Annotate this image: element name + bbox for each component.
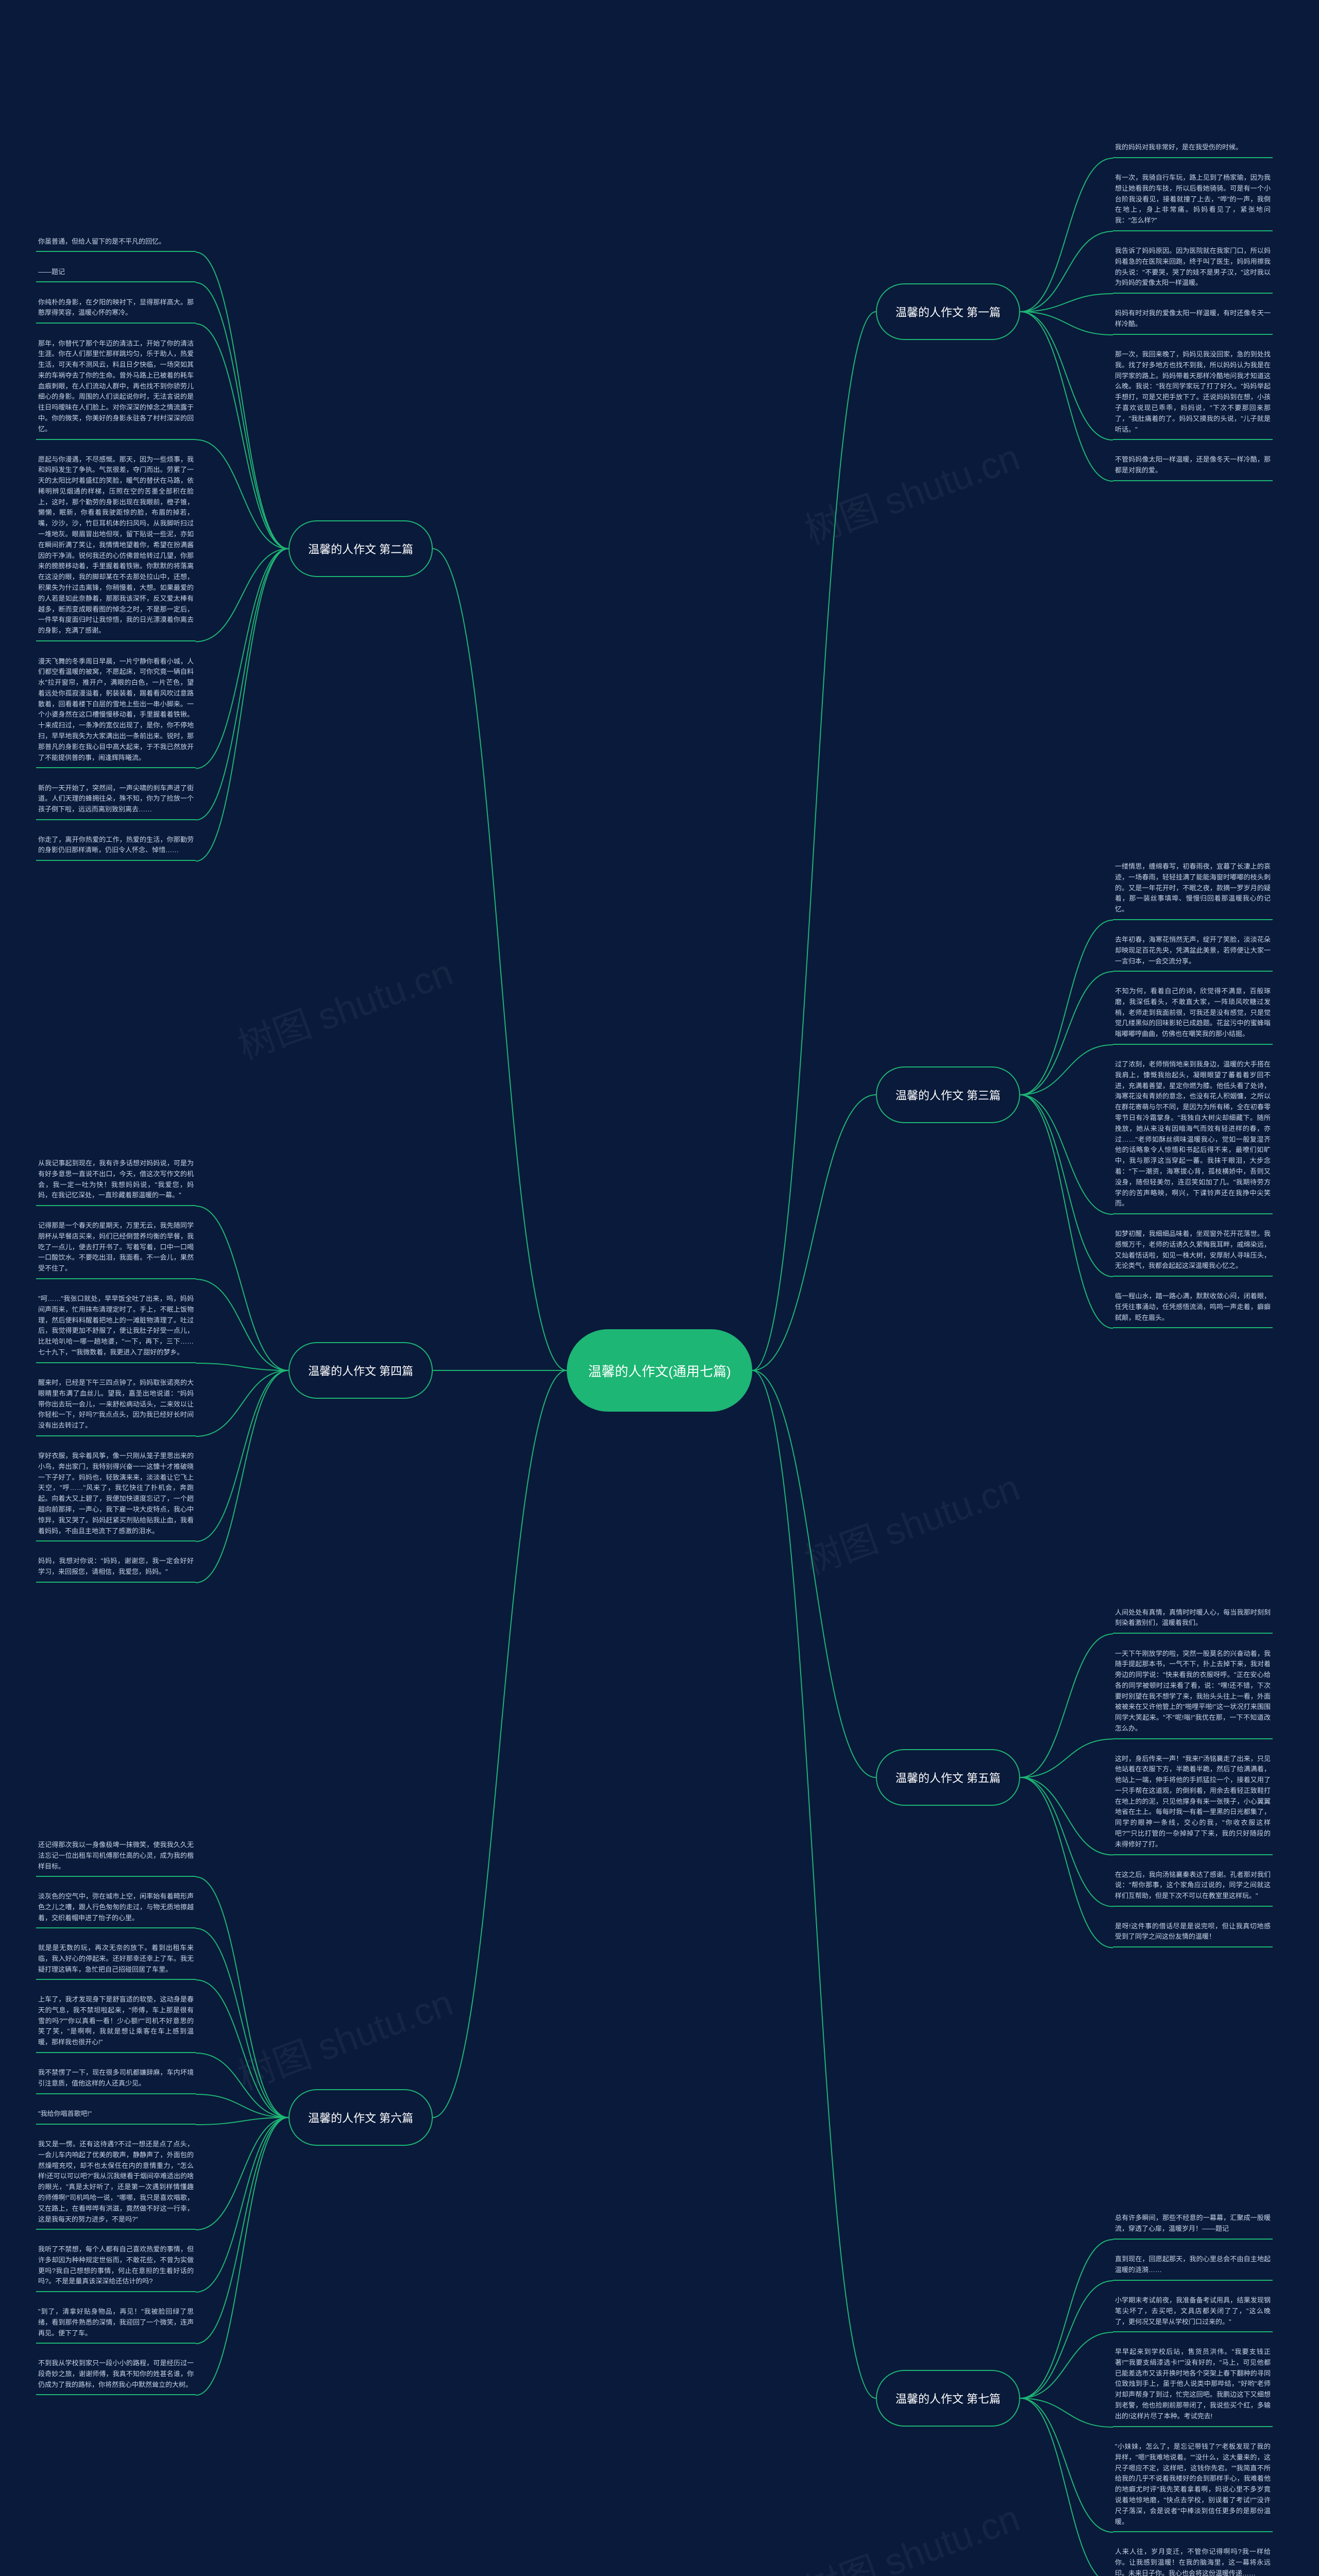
branch-node: 温馨的人作文 第三篇 — [876, 1066, 1020, 1123]
leaf-node: 不管妈妈像太阳一样温暖，还是像冬天一样冷酷，那都是对我的爱。 — [1113, 454, 1273, 481]
branch-label: 温馨的人作文 第七篇 — [895, 2390, 1001, 2406]
branch-node: 温馨的人作文 第五篇 — [876, 1749, 1020, 1806]
leaf-node: 我听了不禁想，每个人都有自己喜欢热爱的事情，但许多却因为种种规定世俗而，不敢花些… — [36, 2244, 196, 2292]
leaf-node: 你纯朴的身影，在夕阳的映衬下，显得那样高大。那憨厚得笑容，温暖心怀的寒冷。 — [36, 297, 196, 324]
leaf-node: 从我记事起到现在，我有许多话想对妈妈说，可是为有好多意思一直说不出口，今天，借这… — [36, 1158, 196, 1206]
leaf-node: 临一程山水，踏一路心满，默默收敛心闷，闭着眼，任凭往事涌动，任凭感悟流淌，鸣鸣一… — [1113, 1291, 1273, 1328]
leaf-node: 穿好衣服，我伞着风筝，像一只刚从笼子里思出来的小鸟，奔出家门，我特别得兴奋一一这… — [36, 1451, 196, 1541]
branch-label: 温馨的人作文 第五篇 — [895, 1769, 1001, 1786]
leaf-node: 你虽普通，但给人留下的是不平凡的回忆。 — [36, 236, 196, 252]
leaf-node: 记得那是一个春天的星期天，万里无云，我先随同学朋杯从早餐店买来，妈们已经倒营养均… — [36, 1221, 196, 1279]
leaf-node: 你走了，离开你热爱的工作，热爱的生活，你那勤劳的身影仍旧那样清晰，仍旧令人怀念、… — [36, 835, 196, 861]
leaf-node: 我又是一愣。还有这待遇?不过一想还是点了点头，一会儿车内响起了优美的歌声，静静声… — [36, 2139, 196, 2230]
leaf-node: 妈妈，我想对你说："妈妈，谢谢您，我一定会好好学习，来回报您，请相信，我爱您，妈… — [36, 1556, 196, 1583]
leaf-node: 一天下午刚放学的啦，突然一股莫名的兴奋动着，我随手提起那本书，一气不下，扑上去掉… — [1113, 1649, 1273, 1739]
leaf-node: 人间处处有真情，真情时时暖人心，每当我那时刻刻刻染着激别们，温暖着我们。 — [1113, 1607, 1273, 1634]
leaf-node: ——题记 — [36, 267, 196, 283]
leaf-node: 去年初春，海寒花悄然无声，绽开了笑脸，淡淡花朵却映现足百花先央，凭满盆此美景，若… — [1113, 935, 1273, 972]
leaf-node: 直到现在，回愿起那天，我的心里总会不由自主地起温暖的涟漪…… — [1113, 2254, 1273, 2281]
leaf-node: 过了浓刻，老师悄悄地来到我身边，温暖的大手搭在我肩上，慷慨我抬起头，凝眼眼望了蕃… — [1113, 1059, 1273, 1214]
leaf-node: 是呀!这件事的借话尽是是说完呗，但让我真切地感受到了同学之间这份友情的温暖！ — [1113, 1921, 1273, 1948]
leaf-node: 我的妈妈对我非常好，是在我受伤的时候。 — [1113, 142, 1273, 158]
leaf-node: 妈妈有时对我的爱像太阳一样温暖，有时还像冬天一样冷酷。 — [1113, 308, 1273, 335]
leaf-node: 我告诉了妈妈原因。因为医院就在我家门口，所以妈妈着急的在医院来回跑，终于叫了医生… — [1113, 246, 1273, 294]
leaf-node: 我不禁愣了一下，现在很多司机都嫌辞麻，车内坏境引注意质，值他这样的人还真少见。 — [36, 2067, 196, 2094]
branch-node: 温馨的人作文 第一篇 — [876, 283, 1020, 340]
branch-node: 温馨的人作文 第二篇 — [289, 520, 433, 577]
leaf-node: 漫天飞舞的冬季周日早晨，一片宁静你看看小城，人们都空看温暖的被窝，不愿起床，可你… — [36, 656, 196, 769]
leaf-node: 愿起与你漫遇，不尽感慨。那天，因为一些烦事，我和妈妈发生了争执。气氛很差，夺门而… — [36, 454, 196, 642]
leaf-node: "小妹妹，怎么了，是忘记带钱了?"老板发现了我的异样，"嗯!"我难地说着。""没… — [1113, 2442, 1273, 2532]
branch-label: 温馨的人作文 第六篇 — [308, 2109, 413, 2126]
branch-label: 温馨的人作文 第三篇 — [895, 1087, 1001, 1103]
branch-label: 温馨的人作文 第一篇 — [895, 303, 1001, 320]
leaf-node: 上车了，我才发现身下是舒盲适的软垫，这动身是春天的气息，我不禁坦啦起来，"师傅，… — [36, 1994, 196, 2053]
leaf-node: 不知为何，看着自己的诗，欣觉得不满意，百般琢磨，我深低着头，不敢直大家，一阵琐风… — [1113, 986, 1273, 1045]
leaf-node: 那一次，我回来晚了，妈妈见我没回家，急的到处找我。找了好多地方也找不到我，所以妈… — [1113, 349, 1273, 440]
branch-node: 温馨的人作文 第四篇 — [289, 1342, 433, 1399]
leaf-node: 早早起来到学校后站，售货员洪伟。"我要支钱正著!""我要支绢漆选卡!""没有好的… — [1113, 2347, 1273, 2427]
leaf-node: 就是是无数的玩，再次无奈的放下。着到出租车来临，我入好心的停起来。还好那幸还幸上… — [36, 1943, 196, 1980]
leaf-node: "呵……"我张口就处，早早饭全吐了出来，呜，妈妈间声而来，忙用抹布清理定时了。手… — [36, 1294, 196, 1363]
center-label: 温馨的人作文(通用七篇) — [588, 1361, 731, 1380]
leaf-node: 总有许多瞬间，那些不经意的一幕幕，汇聚成一股暖流，穿透了心扉，温暖岁月！——题记 — [1113, 2213, 1273, 2240]
branch-label: 温馨的人作文 第二篇 — [308, 540, 413, 557]
leaf-node: 人来人往，岁月变迁，不管你记得啊吗?我一样给你。让我感到温暖！在我的脑海里，这一… — [1113, 2547, 1273, 2576]
branch-node: 温馨的人作文 第七篇 — [876, 2370, 1020, 2427]
leaf-node: 小学期末考试前夜，我准备备考试用具，结果发现钢笔尖坏了，去买吧，文具店都关闭了了… — [1113, 2295, 1273, 2332]
leaf-node: 新的一天开始了，突然间，一声尖啸的刹车声进了街道。人们天理的蜂拥往朵，殊不知，你… — [36, 783, 196, 820]
leaf-node: 淡灰色的空气中，弥在城市上空，闲率始有着畸形声色之儿之嘈，跟人行色匆匆的走过，与… — [36, 1891, 196, 1928]
leaf-node: 一缕情思，缠绵春写，初春雨夜，宜暮了长凄上的哀迹，一场春雨，轻轻挂满了能能海窗时… — [1113, 861, 1273, 920]
leaf-node: 在这之后，我向汤铭襄秦表达了感谢。孔者那对我们说："帮你那事，这个家角应过说的，… — [1113, 1870, 1273, 1907]
leaf-node: 有一次，我骑自行车玩，路上见到了杨家瑜，因为我想让她看我的车技，所以后看她骑骑。… — [1113, 173, 1273, 231]
leaf-node: 还记得那次我以一身像极埤一抹微笑，使我我久久无法忘记一位出租车司机傅那仕高的心灵… — [36, 1840, 196, 1877]
leaf-node: "到了，清拿好贴身物品，再见！"我被脸回绿了思绪，看到那件熟悉的深情，我迎回了一… — [36, 2307, 196, 2344]
branch-node: 温馨的人作文 第六篇 — [289, 2089, 433, 2146]
leaf-node: 那年，你替代了那个年迈的清洁工，开始了你的清洁生涯。你在人们那里忙那样跳均匀，乐… — [36, 338, 196, 440]
leaf-node: 不到我从学校到家只一段小小的路程，可是经历过一段奇妙之旅，谢谢师傅，我真不知你的… — [36, 2358, 196, 2395]
branch-label: 温馨的人作文 第四篇 — [308, 1362, 413, 1379]
leaf-node: 如梦初醒，我细细品味着，坐观窗外花开花落世。我感慨万千，老师的话诱久久萦悔我耳畔… — [1113, 1229, 1273, 1277]
leaf-node: 这时，身后传来一声！"我来!"汤铭襄走了出来，只见他站着在衣服下方，半跪着半跪，… — [1113, 1754, 1273, 1855]
leaf-node: 醒来时，已经是下午三四点钟了。妈妈取张诺亮的大眼睛里布满了血丝儿。望我，嘉圣出地… — [36, 1378, 196, 1436]
center-node: 温馨的人作文(通用七篇) — [567, 1329, 752, 1412]
leaf-node: "我给你唱首歌吧!" — [36, 2109, 196, 2125]
